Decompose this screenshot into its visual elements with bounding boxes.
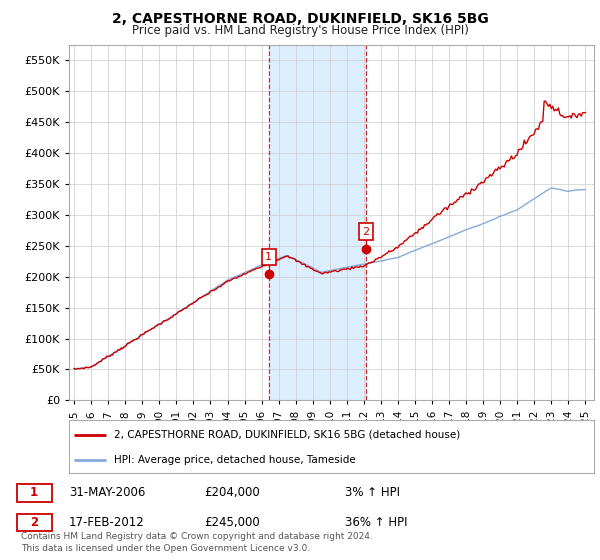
Text: 36% ↑ HPI: 36% ↑ HPI [345,516,407,529]
Text: 2, CAPESTHORNE ROAD, DUKINFIELD, SK16 5BG (detached house): 2, CAPESTHORNE ROAD, DUKINFIELD, SK16 5B… [113,430,460,440]
Text: Price paid vs. HM Land Registry's House Price Index (HPI): Price paid vs. HM Land Registry's House … [131,24,469,37]
Bar [269,45,366,400]
Text: HPI: Average price, detached house, Tameside: HPI: Average price, detached house, Tame… [113,455,355,465]
Text: 2: 2 [362,227,370,236]
Text: 2: 2 [30,516,38,529]
Text: 17-FEB-2012: 17-FEB-2012 [69,516,145,529]
Text: 1: 1 [30,486,38,500]
Text: £245,000: £245,000 [204,516,260,529]
Text: £204,000: £204,000 [204,486,260,500]
Text: 3% ↑ HPI: 3% ↑ HPI [345,486,400,500]
Text: Contains HM Land Registry data © Crown copyright and database right 2024.
This d: Contains HM Land Registry data © Crown c… [21,532,373,553]
Text: 1: 1 [265,252,272,262]
Text: 31-MAY-2006: 31-MAY-2006 [69,486,145,500]
Text: 2, CAPESTHORNE ROAD, DUKINFIELD, SK16 5BG: 2, CAPESTHORNE ROAD, DUKINFIELD, SK16 5B… [112,12,488,26]
